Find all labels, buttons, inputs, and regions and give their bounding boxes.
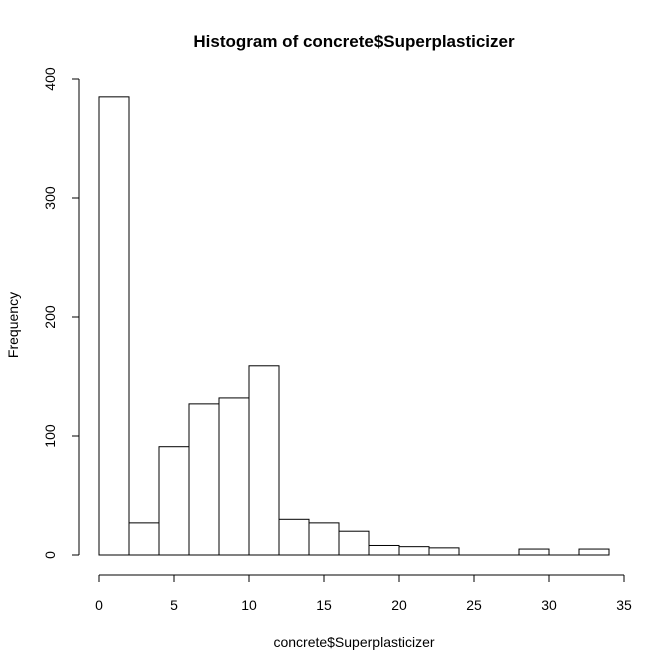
histogram-bar [428, 547, 460, 556]
histogram-bar [158, 446, 190, 556]
x-tick-label: 15 [316, 597, 332, 613]
histogram-bar [518, 548, 550, 556]
histogram-bar [398, 546, 430, 556]
histogram-bar [128, 522, 160, 556]
x-tick-label: 5 [170, 597, 178, 613]
histogram-bar [98, 96, 130, 556]
y-tick-label: 400 [42, 67, 58, 91]
histogram-bar [578, 548, 610, 556]
y-tick-label: 0 [42, 551, 58, 559]
y-axis: 0 100 200 300 400 [42, 67, 80, 559]
chart-title: Histogram of concrete$Superplasticizer [193, 32, 515, 51]
x-axis: 0 5 10 15 20 25 30 35 [95, 574, 632, 613]
y-tick-label: 300 [42, 186, 58, 210]
y-axis-label: Frequency [5, 292, 21, 358]
histogram-bar [218, 397, 250, 556]
y-tick-label: 200 [42, 305, 58, 329]
x-axis-label: concrete$Superplasticizer [273, 634, 434, 650]
histogram-bar [278, 518, 310, 556]
x-tick-label: 0 [95, 597, 103, 613]
x-tick-label: 35 [616, 597, 632, 613]
x-tick-label: 20 [391, 597, 407, 613]
x-tick-label: 10 [241, 597, 257, 613]
histogram-bar [248, 365, 280, 556]
x-tick-label: 30 [541, 597, 557, 613]
histogram-bar [188, 403, 220, 556]
histogram-bar [368, 544, 400, 556]
bars-group [98, 96, 610, 556]
x-tick-label: 25 [466, 597, 482, 613]
histogram-bar [308, 522, 340, 556]
y-tick-label: 100 [42, 424, 58, 448]
histogram-bar [338, 530, 370, 556]
